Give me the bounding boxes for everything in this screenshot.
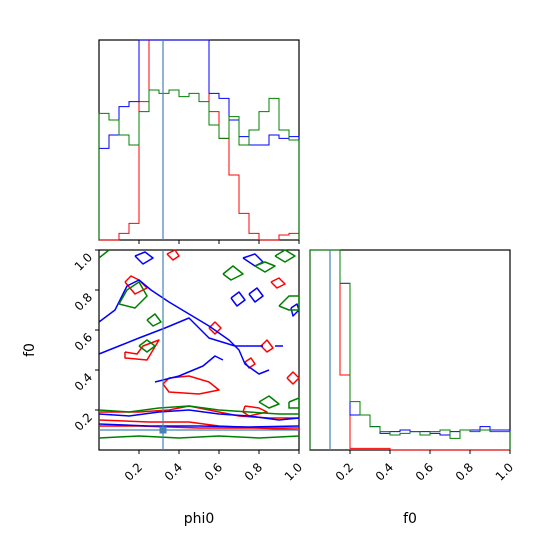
- contour-x-axis-label: phi0: [184, 511, 215, 527]
- f0-histogram-x-axis-label: f0: [403, 511, 417, 527]
- contour-green-11: [146, 313, 162, 327]
- contour-blue-1: [98, 423, 300, 428]
- f0-histogram-series: [309, 249, 511, 451]
- contour-x-tick-label-2: 0.6: [202, 460, 225, 483]
- contour-y-tick-label-1: 0.4: [72, 370, 95, 393]
- contour-x-tick-label-4: 1.0: [282, 460, 305, 483]
- contour-x-tick-label-0: 0.2: [122, 460, 145, 483]
- contour-red-12: [270, 277, 286, 289]
- contour-red-8: [208, 321, 222, 335]
- f0-histogram-x-tick-label-2: 0.6: [413, 460, 436, 483]
- contour-red-7: [166, 249, 180, 261]
- f0-histogram-x-tick-label-0: 0.2: [333, 460, 356, 483]
- contour-truth-marker: [159, 426, 167, 434]
- contour-green-9: [288, 397, 300, 409]
- phi0-histogram-blue-series: [98, 39, 300, 240]
- contour-green-6: [278, 295, 300, 311]
- f0-histogram-x-tick-label-4: 1.0: [493, 460, 516, 483]
- contour-y-tick-label-0: 0.2: [72, 410, 95, 433]
- contour-red-9: [260, 339, 274, 353]
- contour-x-ticks: 0.2 0.4 0.6 0.8 1.0: [122, 450, 305, 484]
- contour-blue-6: [230, 291, 246, 307]
- f0-histogram-x-tick-label-1: 0.4: [373, 460, 396, 483]
- contour-axes-frame: [98, 249, 300, 451]
- contour-y-axis-label: f0: [22, 343, 38, 357]
- contour-green-7: [138, 339, 156, 353]
- contour-red-5: [242, 405, 268, 417]
- contour-blue-3: [98, 279, 270, 375]
- contour-series: [98, 249, 300, 439]
- phi0-histogram-red-series: [99, 39, 300, 241]
- contour-blue-4: [154, 355, 224, 383]
- contour-red-11: [286, 371, 300, 385]
- contour-green-0: [98, 405, 299, 415]
- contour-x-tick-label-3: 0.8: [242, 460, 265, 483]
- f0-histogram-green-series: [309, 249, 511, 450]
- contour-green-1: [98, 435, 300, 439]
- f0-vs-phi0-contour-panel: 0.2 0.4 0.6 0.8 1.0 0.2 0.4 0.6 0.8 1.0 phi0 f0: [22, 249, 305, 527]
- contour-green-4: [254, 261, 276, 273]
- phi0-histogram-x-ticks: [138, 240, 300, 244]
- contour-blue-9: [134, 251, 154, 265]
- contour-green-5: [274, 249, 296, 263]
- contour-red-3: [162, 375, 220, 395]
- contour-blue-0: [98, 409, 300, 421]
- phi0-histogram-series: [98, 39, 300, 241]
- contour-green-3: [222, 265, 244, 281]
- f0-histogram-x-tick-label-3: 0.8: [453, 460, 476, 483]
- f0-histogram-panel: 0.2 0.4 0.6 0.8 1.0 f0: [309, 249, 516, 527]
- contour-green-10: [98, 249, 110, 259]
- contour-y-ticks: 0.2 0.4 0.6 0.8 1.0: [72, 249, 99, 434]
- contour-red-10: [244, 357, 256, 369]
- contour-blue-2: [98, 317, 263, 355]
- contour-green-2: [118, 281, 148, 309]
- phi0-histogram-panel: [98, 39, 300, 244]
- contour-y-tick-label-2: 0.6: [72, 330, 95, 353]
- phi0-histogram-green-series: [98, 89, 300, 240]
- contour-x-tick-label-1: 0.4: [162, 460, 185, 483]
- contour-y-tick-label-3: 0.8: [72, 290, 95, 313]
- contour-red-4: [124, 339, 160, 361]
- contour-green-8: [258, 395, 280, 409]
- f0-histogram-x-ticks: 0.2 0.4 0.6 0.8 1.0: [333, 450, 516, 484]
- contour-blue-7: [248, 287, 264, 303]
- contour-y-tick-label-4: 1.0: [72, 250, 95, 273]
